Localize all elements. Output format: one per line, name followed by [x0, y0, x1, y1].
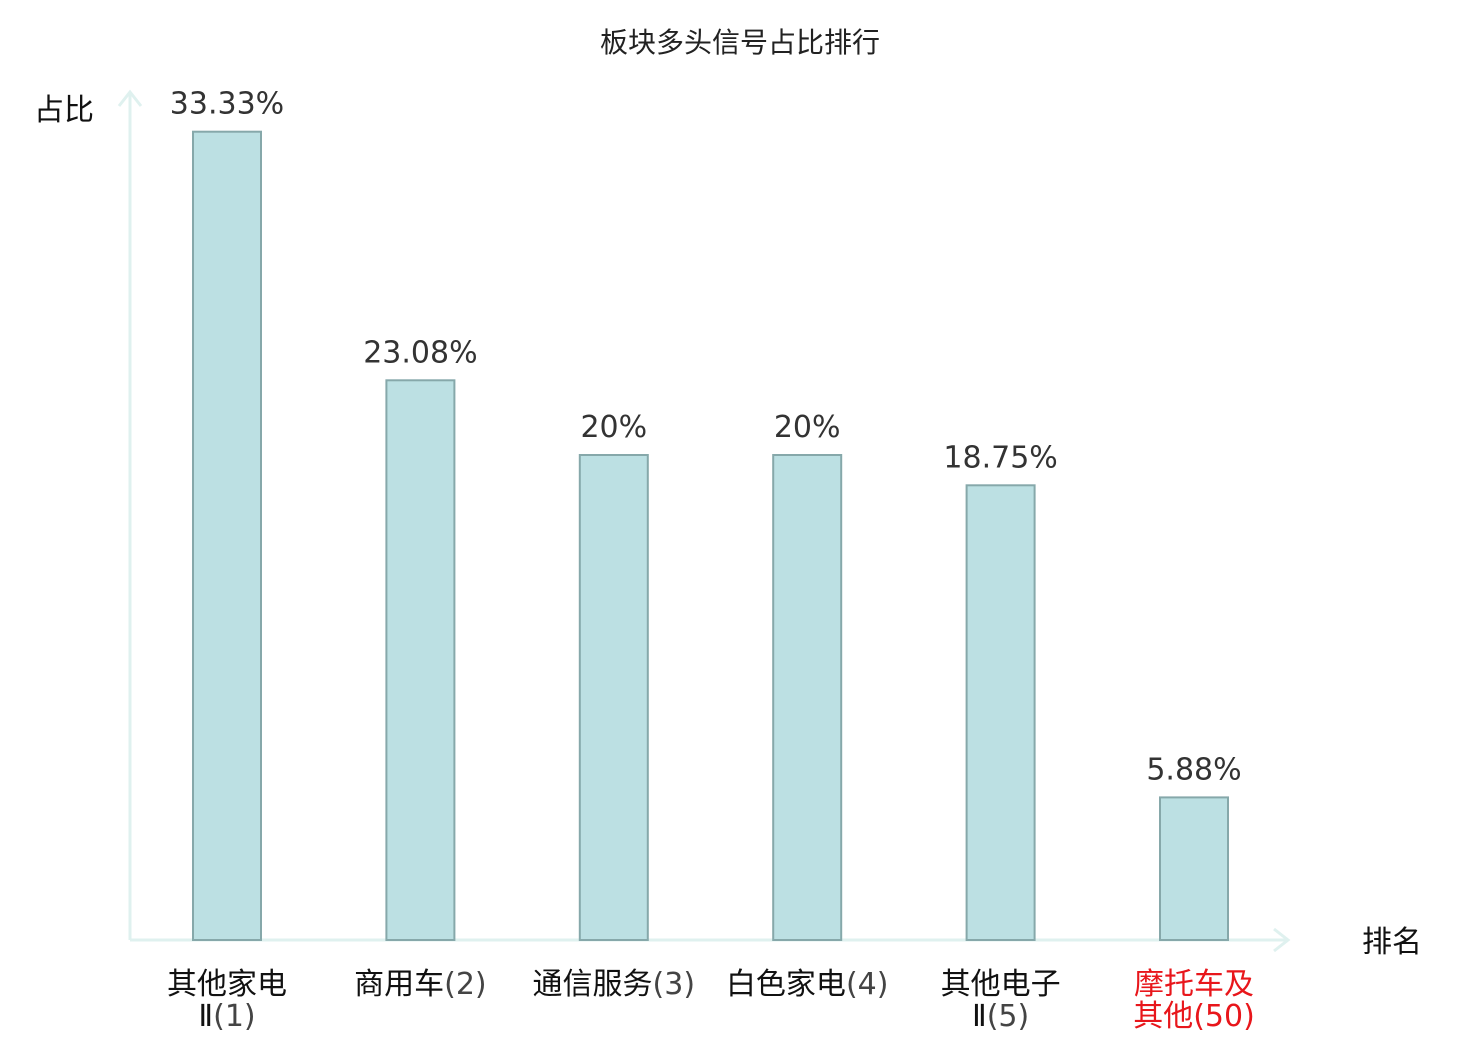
bar-5 [965, 484, 1036, 941]
chart-title: 板块多头信号占比排行 [600, 26, 880, 59]
category-name-line: Ⅱ [198, 999, 213, 1034]
category-label-6: 摩托车及其他(50) [1133, 967, 1255, 1034]
category-rank: (50) [1193, 999, 1255, 1034]
category-name-line: 其他家电 [167, 967, 287, 1002]
category-name-line: 商用车 [354, 967, 444, 1002]
category-rank: (4) [846, 967, 889, 1002]
category-rank: (3) [653, 967, 696, 1002]
value-labels: 33.33% 23.08% 20% 20% 18.75% 5.88% [170, 87, 1242, 788]
y-axis-arrow [117, 89, 143, 107]
category-rank: (5) [987, 999, 1030, 1034]
bar-series [192, 130, 1229, 942]
category-label-1: 其他家电 Ⅱ(1) [167, 967, 287, 1034]
value-label-4: 20% [774, 410, 841, 445]
value-label-5: 18.75% [943, 440, 1057, 475]
x-axis-label: 排名 [1362, 925, 1422, 960]
chart-axes [117, 89, 1291, 953]
bar-3 [578, 454, 649, 941]
category-label-2: 商用车(2) [354, 967, 487, 1002]
bar-4 [772, 454, 843, 941]
bar-6 [1159, 796, 1229, 942]
value-label-1: 33.33% [170, 87, 284, 122]
category-name-line: Ⅱ [972, 999, 987, 1034]
value-label-6: 5.88% [1146, 752, 1241, 787]
y-axis-label: 占比 [34, 93, 94, 128]
category-labels: 其他家电 Ⅱ(1)商用车(2) 通信服务(3) 白色家电(4) 其他电子 Ⅱ(5)摩托车及… [167, 967, 1255, 1034]
category-label-4: 白色家电(4) [726, 967, 889, 1002]
category-rank: (1) [213, 999, 256, 1034]
value-label-3: 20% [580, 410, 647, 445]
category-name-line: 摩托车及 [1134, 967, 1254, 1002]
x-axis-arrow [1273, 927, 1291, 953]
bar-1 [192, 130, 262, 941]
category-label-5: 其他电子 Ⅱ(5) [941, 967, 1061, 1034]
category-name-line: 白色家电 [726, 967, 846, 1002]
category-name-line: 通信服务 [533, 967, 653, 1002]
bar-2 [385, 379, 456, 941]
value-label-2: 23.08% [363, 335, 477, 370]
category-rank: (2) [444, 967, 487, 1002]
category-name-line: 其他电子 [941, 967, 1061, 1002]
category-name-line: 其他 [1133, 999, 1193, 1034]
category-label-3: 通信服务(3) [533, 967, 696, 1002]
